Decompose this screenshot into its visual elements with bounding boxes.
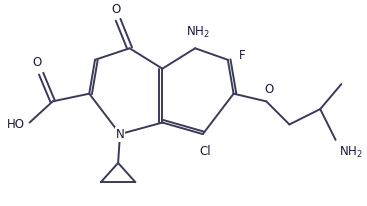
Text: O: O xyxy=(33,56,42,69)
Text: NH$_2$: NH$_2$ xyxy=(186,25,210,40)
Text: HO: HO xyxy=(7,118,25,131)
Text: Cl: Cl xyxy=(199,145,211,158)
Text: F: F xyxy=(239,49,245,62)
Text: N: N xyxy=(116,128,124,141)
Text: O: O xyxy=(112,3,121,16)
Text: NH$_2$: NH$_2$ xyxy=(339,144,363,160)
Text: O: O xyxy=(265,83,274,96)
